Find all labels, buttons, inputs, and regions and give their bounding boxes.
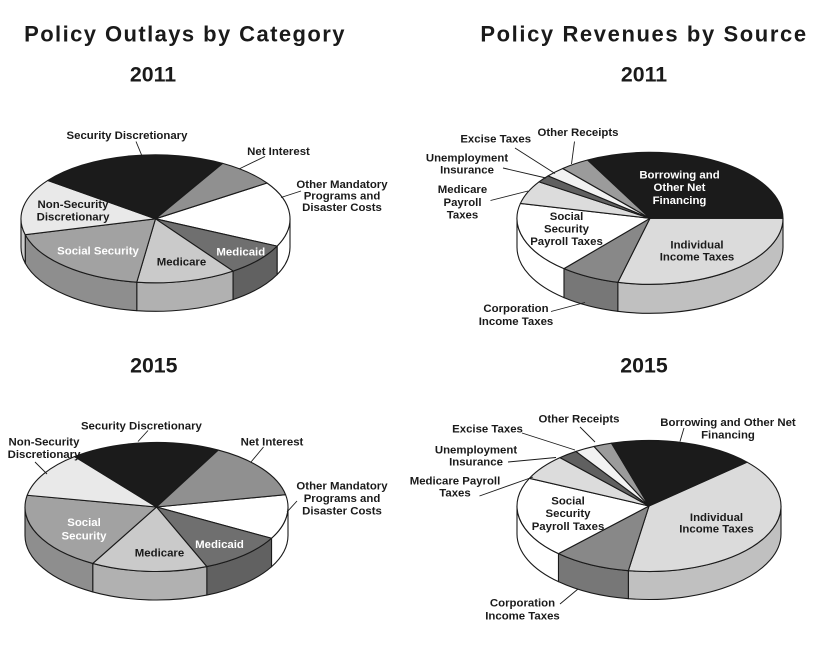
- svg-text:Financing: Financing: [653, 195, 707, 207]
- svg-text:Disaster Costs: Disaster Costs: [302, 505, 382, 517]
- svg-text:Social: Social: [550, 211, 584, 223]
- svg-text:2015: 2015: [130, 353, 178, 377]
- svg-text:Payroll Taxes: Payroll Taxes: [532, 521, 605, 533]
- svg-text:Income Taxes: Income Taxes: [679, 523, 754, 535]
- svg-text:Net Interest: Net Interest: [247, 146, 310, 158]
- svg-text:Taxes: Taxes: [447, 209, 478, 221]
- svg-text:Discretionary: Discretionary: [8, 449, 81, 461]
- svg-text:Social: Social: [67, 517, 101, 529]
- svg-text:Social Security: Social Security: [57, 246, 139, 258]
- svg-text:Security Discretionary: Security Discretionary: [81, 421, 203, 433]
- svg-text:Medicaid: Medicaid: [195, 539, 244, 551]
- svg-text:Income Taxes: Income Taxes: [485, 610, 560, 622]
- svg-text:Security: Security: [546, 508, 592, 520]
- svg-text:Medicare: Medicare: [135, 547, 184, 559]
- svg-text:Payroll: Payroll: [444, 197, 482, 209]
- svg-text:Income Taxes: Income Taxes: [660, 252, 735, 264]
- svg-text:Security: Security: [62, 530, 108, 542]
- svg-text:Policy Outlays by Category: Policy Outlays by Category: [24, 22, 346, 47]
- svg-text:Financing: Financing: [701, 430, 755, 442]
- svg-text:Security Discretionary: Security Discretionary: [67, 130, 189, 142]
- svg-text:Insurance: Insurance: [449, 456, 503, 468]
- svg-text:Other Mandatory: Other Mandatory: [296, 480, 388, 492]
- svg-text:Programs and: Programs and: [304, 191, 381, 203]
- svg-text:Excise Taxes: Excise Taxes: [452, 423, 523, 435]
- svg-text:Non-Security: Non-Security: [9, 436, 81, 448]
- svg-text:Unemployment: Unemployment: [435, 445, 517, 457]
- svg-text:Security: Security: [544, 223, 590, 235]
- svg-text:Medicare: Medicare: [157, 256, 206, 268]
- svg-text:Other Receipts: Other Receipts: [538, 413, 619, 425]
- svg-text:Medicare Payroll: Medicare Payroll: [410, 476, 501, 488]
- svg-text:Payroll Taxes: Payroll Taxes: [530, 236, 603, 248]
- svg-text:Medicare: Medicare: [438, 184, 487, 196]
- svg-text:Other Receipts: Other Receipts: [537, 127, 618, 139]
- svg-text:2015: 2015: [620, 353, 668, 377]
- svg-text:Insurance: Insurance: [440, 164, 494, 176]
- svg-text:Individual: Individual: [670, 239, 723, 251]
- svg-text:Social: Social: [551, 496, 585, 508]
- svg-text:Medicaid: Medicaid: [216, 246, 265, 258]
- svg-text:Borrowing and Other Net: Borrowing and Other Net: [660, 417, 796, 429]
- svg-text:Other Mandatory: Other Mandatory: [296, 179, 388, 191]
- svg-text:Non-Security: Non-Security: [38, 199, 110, 211]
- svg-text:Other Net: Other Net: [654, 182, 706, 194]
- svg-text:Corporation: Corporation: [490, 597, 555, 609]
- svg-text:2011: 2011: [130, 63, 176, 87]
- svg-text:Taxes: Taxes: [439, 488, 470, 500]
- svg-text:2011: 2011: [621, 63, 667, 87]
- svg-text:Policy Revenues by Source: Policy Revenues by Source: [480, 22, 807, 47]
- svg-text:Individual: Individual: [690, 512, 743, 524]
- svg-text:Income Taxes: Income Taxes: [479, 316, 554, 328]
- svg-text:Programs and: Programs and: [304, 493, 381, 505]
- svg-text:Borrowing and: Borrowing and: [639, 169, 719, 181]
- svg-text:Disaster Costs: Disaster Costs: [302, 202, 382, 214]
- svg-text:Corporation: Corporation: [483, 303, 548, 315]
- svg-text:Unemployment: Unemployment: [426, 152, 508, 164]
- svg-text:Discretionary: Discretionary: [37, 212, 110, 224]
- svg-text:Excise Taxes: Excise Taxes: [460, 134, 531, 146]
- svg-text:Net Interest: Net Interest: [241, 437, 304, 449]
